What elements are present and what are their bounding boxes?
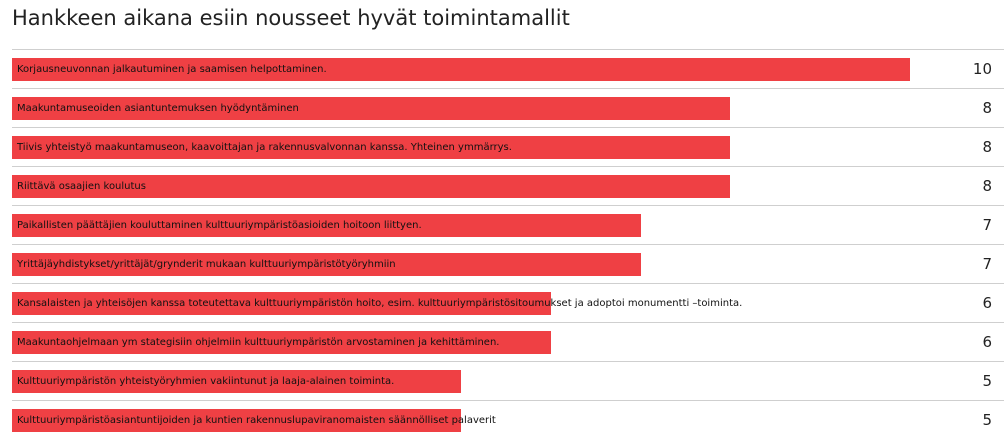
bar [12,253,641,276]
bar-label: Paikallisten päättäjien kouluttaminen ku… [17,220,422,231]
bar-row: Korjausneuvonnan jalkautuminen ja saamis… [12,49,1004,88]
bar-label: Maakuntaohjelmaan ym stategisiin ohjelmi… [17,337,500,348]
bar-row: Maakuntaohjelmaan ym stategisiin ohjelmi… [12,322,1004,361]
bar [12,331,551,354]
bar [12,58,910,81]
bar-row: Tiivis yhteistyö maakuntamuseon, kaavoit… [12,127,1004,166]
bar-row: Kulttuuriympäristöasiantuntijoiden ja ku… [12,400,1004,439]
bar [12,292,551,315]
bar-value: 5 [982,411,992,429]
bar-row: Paikallisten päättäjien kouluttaminen ku… [12,205,1004,244]
bar-row: Kansalaisten ja yhteisöjen kanssa toteut… [12,283,1004,322]
bar-value: 8 [982,99,992,117]
bar-row: Kulttuuriympäristön yhteistyöryhmien vak… [12,361,1004,400]
bar-value: 6 [982,333,992,351]
chart-title: Hankkeen aikana esiin nousseet hyvät toi… [12,6,570,30]
bar [12,409,461,432]
bar-label: Kulttuuriympäristöasiantuntijoiden ja ku… [17,415,496,426]
bar [12,370,461,393]
bar-row: Maakuntamuseoiden asiantuntemuksen hyödy… [12,88,1004,127]
bar-row: Yrittäjäyhdistykset/yrittäjät/grynderit … [12,244,1004,283]
bar-label: Korjausneuvonnan jalkautuminen ja saamis… [17,64,327,75]
bar-label: Kulttuuriympäristön yhteistyöryhmien vak… [17,376,395,387]
bar [12,214,641,237]
bar-value: 7 [982,216,992,234]
bar-label: Maakuntamuseoiden asiantuntemuksen hyödy… [17,103,299,114]
bar-value: 6 [982,294,992,312]
bar [12,97,730,120]
bar-label: Kansalaisten ja yhteisöjen kanssa toteut… [17,298,743,309]
bar-label: Yrittäjäyhdistykset/yrittäjät/grynderit … [17,259,396,270]
bar-value: 8 [982,138,992,156]
bar-label: Tiivis yhteistyö maakuntamuseon, kaavoit… [17,142,512,153]
bar-value: 7 [982,255,992,273]
bar-row: Riittävä osaajien koulutus 8 [12,166,1004,205]
bar-rows: Korjausneuvonnan jalkautuminen ja saamis… [12,49,1004,439]
bar [12,136,730,159]
bar [12,175,730,198]
bar-value: 5 [982,372,992,390]
bar-value: 10 [972,60,992,78]
bar-value: 8 [982,177,992,195]
bar-label: Riittävä osaajien koulutus [17,181,146,192]
